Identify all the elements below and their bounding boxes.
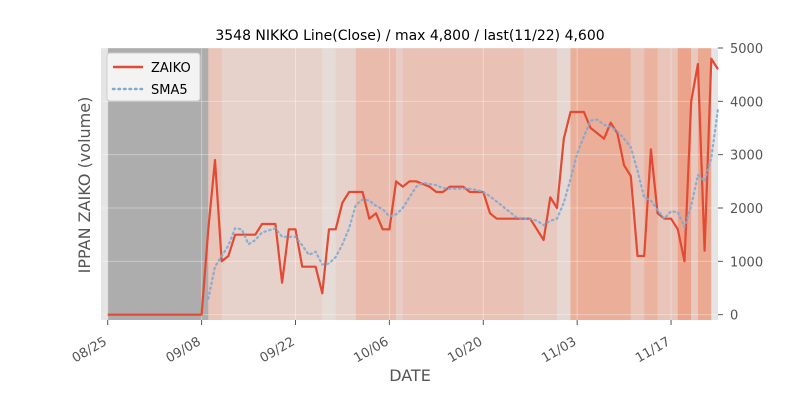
legend: ZAIKO SMA5 [106,52,201,102]
series-line-zaiko [107,57,719,316]
y-tick-label: 4000 [730,95,763,110]
shade-band [630,48,645,320]
shade-band [691,48,698,320]
x-axis-label: DATE [389,366,431,385]
chart-title: 3548 NIKKO Line(Close) / max 4,800 / las… [215,28,604,44]
shade-band [523,48,558,320]
y-tick-label: 3000 [730,149,763,164]
shade-band [570,48,631,320]
legend-label-zaiko: ZAIKO [151,61,191,76]
y-tick-label: 5000 [730,42,763,57]
shade-band [657,48,678,320]
y-tick-label: 2000 [730,202,763,217]
shade-band [557,48,571,320]
shade-band [208,48,222,320]
legend-label-sma5: SMA5 [151,83,188,98]
shade-band [221,48,323,320]
shade-band [355,48,397,320]
shade-band [677,48,692,320]
shade-band [644,48,658,320]
y-tick-label: 1000 [730,255,763,270]
series-line-sma5 [207,107,720,300]
x-tick-label: 11/17 [633,334,673,366]
shade-band [335,48,356,320]
y-tick-label: 0 [730,309,738,324]
x-tick-label: 10/20 [445,334,485,366]
x-tick-label: 11/03 [539,334,579,366]
x-tick-label: 08/25 [70,334,110,366]
x-tick-label: 10/06 [351,334,391,366]
y-axis-label: IPPAN ZAIKO (volume) [75,97,94,274]
x-tick-label: 09/08 [164,334,204,366]
shade-band [697,48,712,320]
x-tick-label: 09/22 [258,334,298,366]
